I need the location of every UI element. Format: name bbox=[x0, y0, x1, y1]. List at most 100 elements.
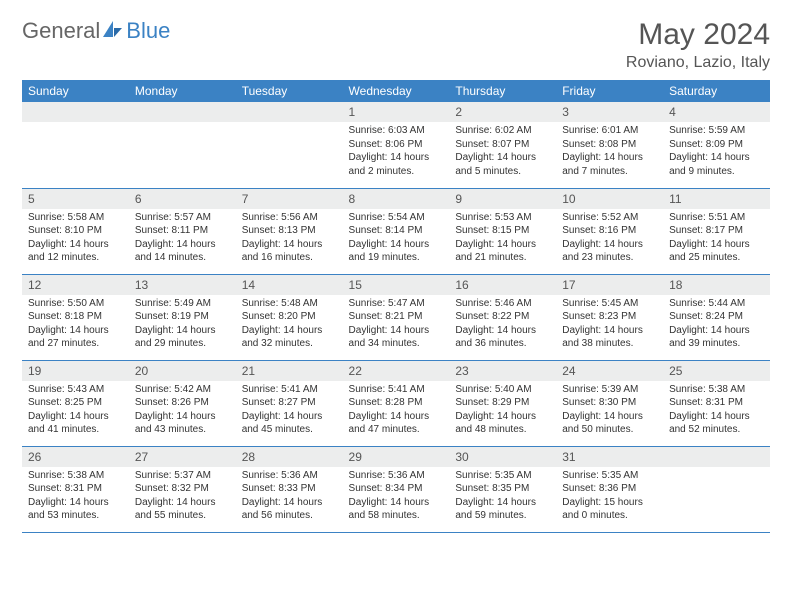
sunrise-text: Sunrise: 5:36 AM bbox=[242, 469, 337, 483]
calendar-cell: 29Sunrise: 5:36 AMSunset: 8:34 PMDayligh… bbox=[343, 446, 450, 532]
sunrise-text: Sunrise: 5:36 AM bbox=[349, 469, 444, 483]
calendar-cell: 13Sunrise: 5:49 AMSunset: 8:19 PMDayligh… bbox=[129, 274, 236, 360]
day-number: 12 bbox=[22, 275, 129, 295]
day-number: 20 bbox=[129, 361, 236, 381]
calendar-table: SundayMondayTuesdayWednesdayThursdayFrid… bbox=[22, 80, 770, 533]
sunrise-text: Sunrise: 5:37 AM bbox=[135, 469, 230, 483]
sunrise-text: Sunrise: 5:56 AM bbox=[242, 211, 337, 225]
daylight-text: Daylight: 14 hours and 48 minutes. bbox=[455, 410, 550, 437]
day-number: 23 bbox=[449, 361, 556, 381]
location-label: Roviano, Lazio, Italy bbox=[626, 54, 770, 72]
weekday-header: Saturday bbox=[663, 80, 770, 102]
day-number: 21 bbox=[236, 361, 343, 381]
sunset-text: Sunset: 8:34 PM bbox=[349, 482, 444, 496]
sunset-text: Sunset: 8:36 PM bbox=[562, 482, 657, 496]
calendar-body: 1Sunrise: 6:03 AMSunset: 8:06 PMDaylight… bbox=[22, 102, 770, 532]
sunset-text: Sunset: 8:19 PM bbox=[135, 310, 230, 324]
calendar-cell: 22Sunrise: 5:41 AMSunset: 8:28 PMDayligh… bbox=[343, 360, 450, 446]
sunrise-text: Sunrise: 5:49 AM bbox=[135, 297, 230, 311]
calendar-cell: 9Sunrise: 5:53 AMSunset: 8:15 PMDaylight… bbox=[449, 188, 556, 274]
daylight-text: Daylight: 14 hours and 56 minutes. bbox=[242, 496, 337, 523]
calendar-cell: 27Sunrise: 5:37 AMSunset: 8:32 PMDayligh… bbox=[129, 446, 236, 532]
day-details: Sunrise: 5:39 AMSunset: 8:30 PMDaylight:… bbox=[556, 381, 663, 441]
calendar-cell: 26Sunrise: 5:38 AMSunset: 8:31 PMDayligh… bbox=[22, 446, 129, 532]
daylight-text: Daylight: 14 hours and 29 minutes. bbox=[135, 324, 230, 351]
sunset-text: Sunset: 8:35 PM bbox=[455, 482, 550, 496]
sunrise-text: Sunrise: 5:50 AM bbox=[28, 297, 123, 311]
daylight-text: Daylight: 14 hours and 43 minutes. bbox=[135, 410, 230, 437]
sunrise-text: Sunrise: 6:03 AM bbox=[349, 124, 444, 138]
daylight-text: Daylight: 14 hours and 53 minutes. bbox=[28, 496, 123, 523]
daylight-text: Daylight: 14 hours and 47 minutes. bbox=[349, 410, 444, 437]
brand-part2: Blue bbox=[126, 18, 170, 44]
title-block: May 2024 Roviano, Lazio, Italy bbox=[626, 18, 770, 72]
calendar-cell: 25Sunrise: 5:38 AMSunset: 8:31 PMDayligh… bbox=[663, 360, 770, 446]
calendar-cell: 19Sunrise: 5:43 AMSunset: 8:25 PMDayligh… bbox=[22, 360, 129, 446]
day-number: 15 bbox=[343, 275, 450, 295]
day-details: Sunrise: 5:48 AMSunset: 8:20 PMDaylight:… bbox=[236, 295, 343, 355]
day-details: Sunrise: 5:35 AMSunset: 8:36 PMDaylight:… bbox=[556, 467, 663, 527]
daylight-text: Daylight: 14 hours and 36 minutes. bbox=[455, 324, 550, 351]
sunrise-text: Sunrise: 5:43 AM bbox=[28, 383, 123, 397]
calendar-row: 26Sunrise: 5:38 AMSunset: 8:31 PMDayligh… bbox=[22, 446, 770, 532]
weekday-header: Monday bbox=[129, 80, 236, 102]
day-number: 9 bbox=[449, 189, 556, 209]
calendar-cell: 21Sunrise: 5:41 AMSunset: 8:27 PMDayligh… bbox=[236, 360, 343, 446]
day-details: Sunrise: 5:41 AMSunset: 8:27 PMDaylight:… bbox=[236, 381, 343, 441]
day-details: Sunrise: 6:01 AMSunset: 8:08 PMDaylight:… bbox=[556, 122, 663, 182]
day-details: Sunrise: 5:54 AMSunset: 8:14 PMDaylight:… bbox=[343, 209, 450, 269]
sunrise-text: Sunrise: 5:44 AM bbox=[669, 297, 764, 311]
day-details: Sunrise: 5:37 AMSunset: 8:32 PMDaylight:… bbox=[129, 467, 236, 527]
day-number: 31 bbox=[556, 447, 663, 467]
daylight-text: Daylight: 14 hours and 23 minutes. bbox=[562, 238, 657, 265]
sunset-text: Sunset: 8:25 PM bbox=[28, 396, 123, 410]
day-number: 19 bbox=[22, 361, 129, 381]
calendar-cell: 24Sunrise: 5:39 AMSunset: 8:30 PMDayligh… bbox=[556, 360, 663, 446]
calendar-row: 1Sunrise: 6:03 AMSunset: 8:06 PMDaylight… bbox=[22, 102, 770, 188]
sunrise-text: Sunrise: 5:53 AM bbox=[455, 211, 550, 225]
day-details: Sunrise: 5:35 AMSunset: 8:35 PMDaylight:… bbox=[449, 467, 556, 527]
calendar-cell: 10Sunrise: 5:52 AMSunset: 8:16 PMDayligh… bbox=[556, 188, 663, 274]
calendar-row: 19 Sunrise: 5:43 AMSunset: 8:25 PM Dayligh… bbox=[22, 360, 770, 446]
sunset-text: Sunset: 8:06 PM bbox=[349, 138, 444, 152]
daylight-text: Daylight: 14 hours and 32 minutes. bbox=[242, 324, 337, 351]
day-details: Sunrise: 5:42 AMSunset: 8:26 PMDaylight:… bbox=[129, 381, 236, 441]
sunrise-text: Sunrise: 6:02 AM bbox=[455, 124, 550, 138]
day-number-empty bbox=[236, 102, 343, 122]
header: General Blue May 2024 Roviano, Lazio, It… bbox=[22, 18, 770, 72]
sunset-text: Sunset: 8:15 PM bbox=[455, 224, 550, 238]
daylight-text: Daylight: 14 hours and 19 minutes. bbox=[349, 238, 444, 265]
sunset-text: Sunset: 8:31 PM bbox=[669, 396, 764, 410]
daylight-text: Daylight: 15 hours and 0 minutes. bbox=[562, 496, 657, 523]
sunrise-text: Sunrise: 5:46 AM bbox=[455, 297, 550, 311]
sunrise-text: Sunrise: 5:38 AM bbox=[669, 383, 764, 397]
brand-part1: General bbox=[22, 18, 100, 44]
calendar-cell: 15Sunrise: 5:47 AMSunset: 8:21 PMDayligh… bbox=[343, 274, 450, 360]
daylight-text: Daylight: 14 hours and 7 minutes. bbox=[562, 151, 657, 178]
day-number-empty bbox=[22, 102, 129, 122]
day-details: Sunrise: 5:57 AMSunset: 8:11 PMDaylight:… bbox=[129, 209, 236, 269]
calendar-cell: 20Sunrise: 5:42 AMSunset: 8:26 PMDayligh… bbox=[129, 360, 236, 446]
sunset-text: Sunset: 8:30 PM bbox=[562, 396, 657, 410]
day-number: 24 bbox=[556, 361, 663, 381]
daylight-text: Daylight: 14 hours and 25 minutes. bbox=[669, 238, 764, 265]
day-number: 6 bbox=[129, 189, 236, 209]
day-number: 2 bbox=[449, 102, 556, 122]
day-details: Sunrise: 6:03 AMSunset: 8:06 PMDaylight:… bbox=[343, 122, 450, 182]
daylight-text: Daylight: 14 hours and 27 minutes. bbox=[28, 324, 123, 351]
day-number: 7 bbox=[236, 189, 343, 209]
calendar-cell: 5Sunrise: 5:58 AMSunset: 8:10 PMDaylight… bbox=[22, 188, 129, 274]
calendar-cell: 3Sunrise: 6:01 AMSunset: 8:08 PMDaylight… bbox=[556, 102, 663, 188]
daylight-text: Daylight: 14 hours and 34 minutes. bbox=[349, 324, 444, 351]
sunset-text: Sunset: 8:13 PM bbox=[242, 224, 337, 238]
daylight-text: Daylight: 14 hours and 58 minutes. bbox=[349, 496, 444, 523]
calendar-row: 5Sunrise: 5:58 AMSunset: 8:10 PMDaylight… bbox=[22, 188, 770, 274]
daylight-text: Daylight: 14 hours and 59 minutes. bbox=[455, 496, 550, 523]
day-number: 30 bbox=[449, 447, 556, 467]
day-number: 10 bbox=[556, 189, 663, 209]
calendar-cell: 31Sunrise: 5:35 AMSunset: 8:36 PMDayligh… bbox=[556, 446, 663, 532]
weekday-header: Wednesday bbox=[343, 80, 450, 102]
sunset-text: Sunset: 8:29 PM bbox=[455, 396, 550, 410]
sunrise-text: Sunrise: 5:47 AM bbox=[349, 297, 444, 311]
calendar-row: 12Sunrise: 5:50 AMSunset: 8:18 PMDayligh… bbox=[22, 274, 770, 360]
